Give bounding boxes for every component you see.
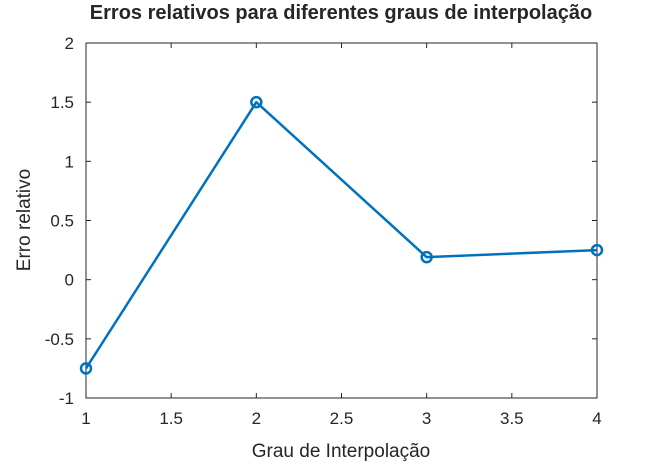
y-tick-label: 1: [65, 152, 74, 171]
y-tick-label: 0: [65, 271, 74, 290]
data-point: [250, 95, 263, 109]
y-tick-label: -0.5: [45, 330, 74, 349]
data-point: [590, 243, 604, 257]
plot-area: 1 1.5 2 2.5 3 3.5 4 -1 -0.5 0 0.5 1 1.5 2: [45, 34, 604, 428]
x-tick-label: 2.5: [330, 409, 354, 428]
y-tick-label: 1.5: [50, 93, 74, 112]
data-point: [420, 250, 433, 264]
x-tick-label: 1.5: [159, 409, 183, 428]
x-axis-label: Grau de Interpolação: [252, 441, 431, 462]
x-tick-label: 4: [592, 409, 601, 428]
x-tick-label: 3.5: [500, 409, 524, 428]
data-point: [79, 362, 93, 375]
x-tick-label: 1: [81, 409, 90, 428]
series-layer: [79, 95, 604, 375]
series-line: [84, 100, 598, 370]
y-axis-label: Erro relativo: [14, 169, 35, 271]
y-axis: -1 -0.5 0 0.5 1 1.5 2: [45, 34, 597, 408]
y-tick-label: -1: [59, 389, 74, 408]
y-tick-label: 0.5: [50, 212, 74, 231]
x-tick-label: 3: [422, 409, 431, 428]
y-tick-label: 2: [65, 34, 74, 53]
chart-title: Erros relativos para diferentes graus de…: [90, 2, 592, 24]
x-tick-label: 2: [252, 409, 261, 428]
plot-frame: [85, 42, 598, 399]
x-axis: 1 1.5 2 2.5 3 3.5 4: [81, 43, 602, 428]
